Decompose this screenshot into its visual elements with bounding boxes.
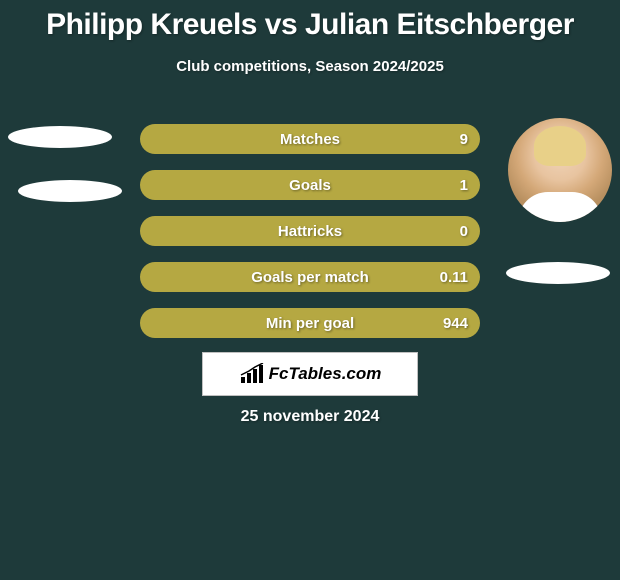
stat-value-right: 9: [460, 131, 468, 148]
stats-container: Matches 9 Goals 1 Hattricks 0 Goals per …: [140, 124, 480, 354]
stat-bar-min-per-goal: Min per goal 944: [140, 308, 480, 338]
stat-value-right: 1: [460, 177, 468, 194]
stat-bar-hattricks: Hattricks 0: [140, 216, 480, 246]
player-right-shadow: [506, 262, 610, 284]
stat-bar-goals: Goals 1: [140, 170, 480, 200]
logo-text: FcTables.com: [269, 364, 382, 384]
player-left-shadow-1: [8, 126, 112, 148]
subtitle: Club competitions, Season 2024/2025: [0, 58, 620, 75]
stat-value-right: 0: [460, 223, 468, 240]
player-right-avatar: [508, 118, 612, 222]
stat-bar-goals-per-match: Goals per match 0.11: [140, 262, 480, 292]
page-title: Philipp Kreuels vs Julian Eitschberger: [0, 0, 620, 42]
stat-label: Goals: [289, 177, 331, 194]
stat-label: Min per goal: [266, 315, 354, 332]
stat-value-right: 944: [443, 315, 468, 332]
stat-label: Hattricks: [278, 223, 342, 240]
player-right-avatar-container: [508, 118, 612, 222]
logo-box[interactable]: FcTables.com: [202, 352, 418, 396]
chart-icon: [239, 363, 265, 385]
player-left-shadow-2: [18, 180, 122, 202]
stat-bar-matches: Matches 9: [140, 124, 480, 154]
stat-label: Matches: [280, 131, 340, 148]
stat-label: Goals per match: [251, 269, 369, 286]
date-text: 25 november 2024: [0, 408, 620, 426]
stat-value-right: 0.11: [440, 269, 468, 286]
